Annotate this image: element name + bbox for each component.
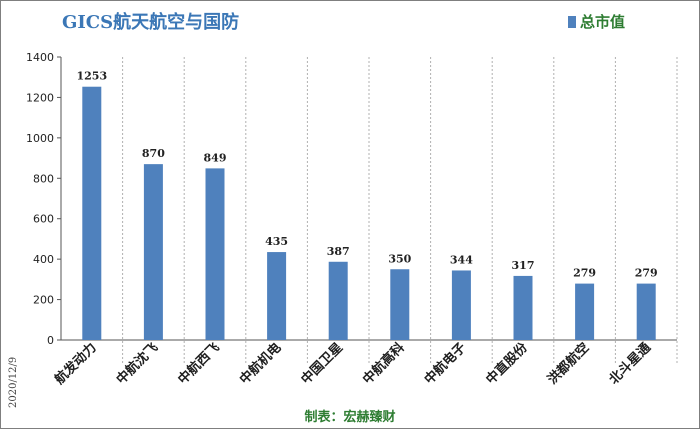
bar: [267, 252, 287, 340]
bar: [328, 261, 348, 340]
data-label: 1253: [76, 70, 107, 83]
category-label: 航发动力: [52, 340, 100, 388]
y-tick-label: 0: [47, 334, 54, 347]
category-label: 中航西飞: [175, 340, 223, 388]
y-tick-label: 1400: [26, 51, 54, 64]
date-note: 2020/12/9: [8, 356, 19, 408]
data-label: 279: [573, 267, 596, 280]
bar: [513, 275, 533, 340]
bar: [575, 283, 595, 340]
data-label: 279: [635, 267, 658, 280]
legend: 总市值: [568, 11, 625, 32]
category-label: 北斗星通: [606, 340, 654, 388]
source-note: 制表：宏赫臻财: [304, 410, 396, 425]
data-label: 317: [512, 259, 535, 272]
category-label: 中航沈飞: [113, 340, 161, 388]
legend-swatch: [568, 15, 576, 28]
data-label: 350: [388, 252, 411, 265]
chart-title: GICS航天航空与国防: [62, 12, 240, 33]
bar: [451, 270, 471, 340]
category-label: 中国卫星: [298, 340, 346, 388]
bar: [143, 164, 163, 340]
data-label: 849: [204, 151, 227, 164]
y-tick-label: 800: [33, 172, 54, 185]
data-label: 387: [327, 245, 350, 258]
category-label: 中直股份: [483, 339, 532, 388]
y-tick-label: 1000: [26, 132, 54, 145]
legend-label: 总市值: [580, 13, 626, 31]
data-label: 435: [265, 235, 288, 248]
category-label: 中航高科: [360, 340, 408, 388]
category-label: 中航电子: [421, 340, 469, 388]
category-label: 洪都航空: [544, 340, 592, 388]
y-tick-label: 400: [33, 253, 54, 266]
data-label: 870: [142, 147, 165, 160]
category-label: 中航机电: [236, 340, 284, 388]
y-tick-label: 1200: [26, 91, 54, 104]
data-label: 344: [450, 253, 473, 266]
y-tick-label: 200: [33, 294, 54, 307]
bar: [82, 86, 102, 340]
bar: [636, 283, 656, 340]
bar: [390, 269, 410, 340]
y-tick-label: 600: [33, 213, 54, 226]
bar: [205, 168, 225, 340]
